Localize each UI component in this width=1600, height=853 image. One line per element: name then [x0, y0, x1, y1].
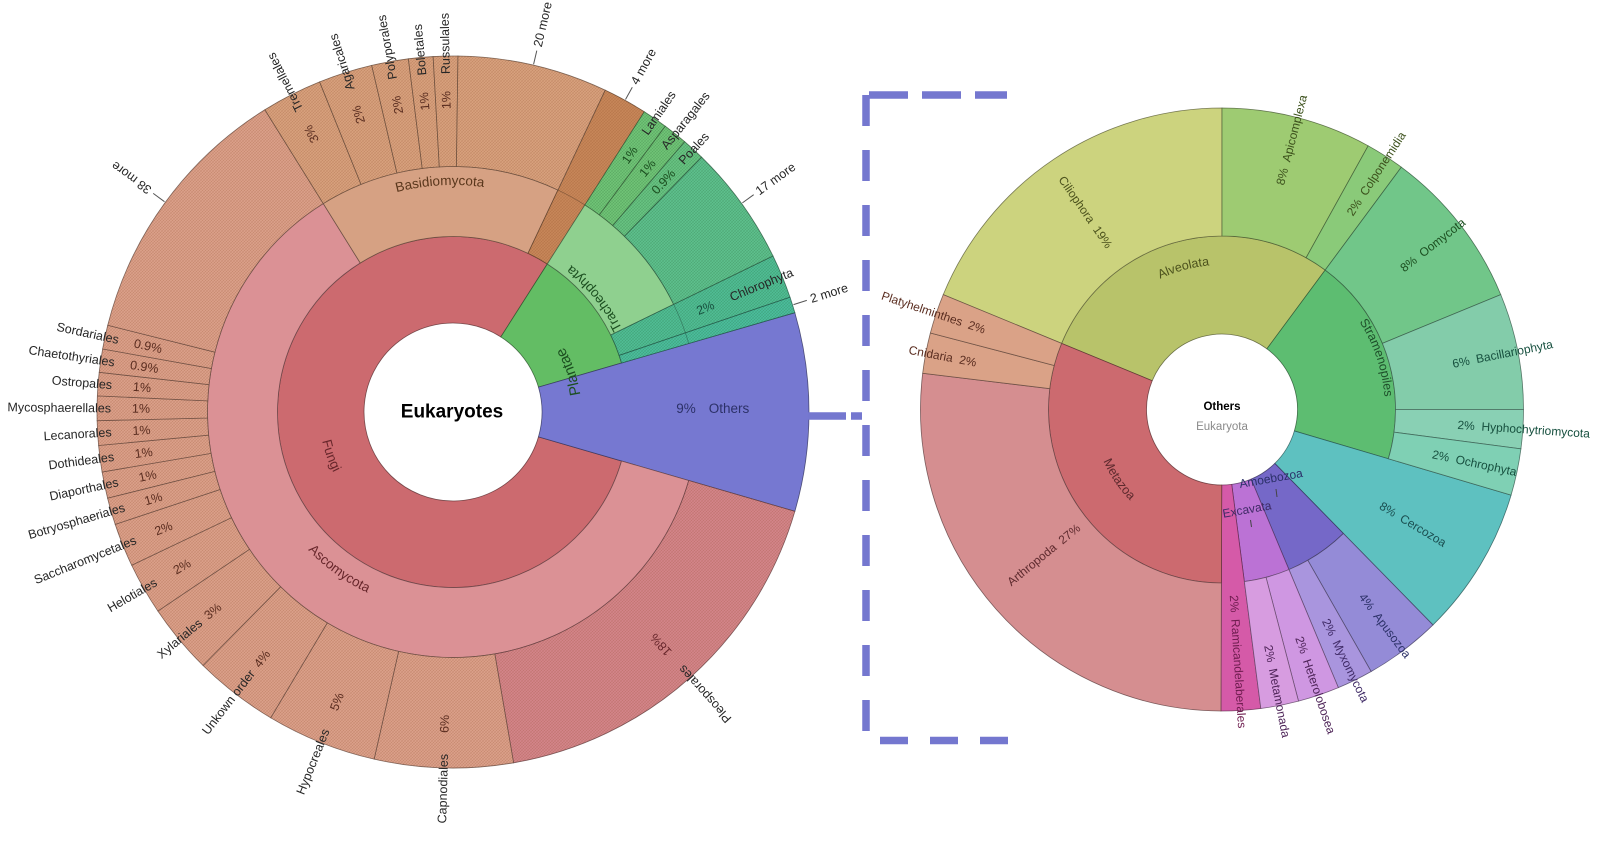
svg-text:5%: 5%	[327, 691, 347, 713]
svg-text:1%: 1%	[132, 423, 151, 438]
svg-text:0.9%: 0.9%	[129, 358, 159, 376]
svg-text:9%: 9%	[676, 401, 696, 416]
svg-text:2%: 2%	[389, 95, 406, 115]
svg-text:2%: 2%	[153, 519, 175, 539]
svg-text:Capnodiales: Capnodiales	[435, 754, 451, 824]
svg-text:Mycosphaerellales: Mycosphaerellales	[7, 400, 111, 415]
svg-text:0.9%: 0.9%	[133, 336, 164, 356]
svg-text:1%: 1%	[143, 490, 164, 508]
svg-text:1%: 1%	[134, 445, 154, 461]
svg-text:Lecanorales: Lecanorales	[43, 425, 112, 443]
svg-text:Russulales: Russulales	[438, 13, 453, 74]
svg-text:6%: 6%	[438, 715, 452, 733]
svg-text:1%: 1%	[137, 467, 158, 484]
svg-text:1%: 1%	[132, 380, 151, 395]
svg-text:2%: 2%	[349, 104, 368, 125]
svg-text:1%: 1%	[439, 91, 453, 109]
svg-text:Eukaryota: Eukaryota	[1196, 421, 1248, 433]
svg-text:Ostropales: Ostropales	[51, 373, 112, 392]
svg-text:Eukaryotes: Eukaryotes	[401, 402, 503, 423]
svg-text:1%: 1%	[132, 402, 150, 416]
svg-text:Others: Others	[709, 401, 750, 416]
svg-text:1%: 1%	[417, 92, 433, 111]
svg-text:Others: Others	[1203, 401, 1240, 413]
svg-text:2%: 2%	[694, 298, 716, 318]
svg-text:Boletales: Boletales	[411, 24, 430, 76]
